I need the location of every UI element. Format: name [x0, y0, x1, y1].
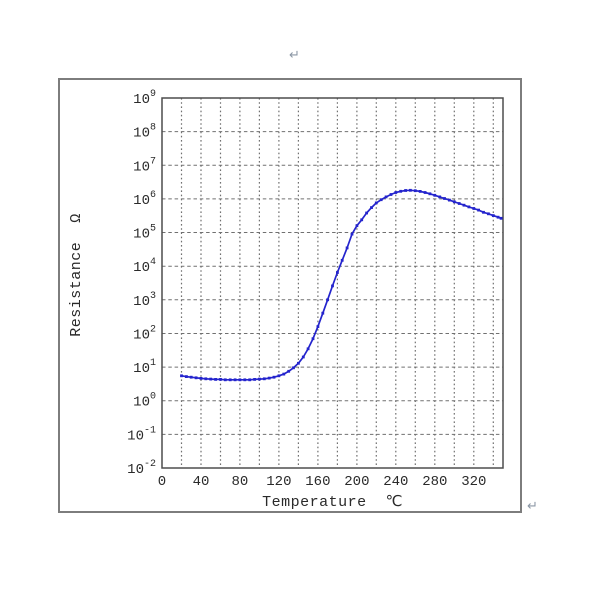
- x-tick-label: 280: [422, 474, 447, 490]
- x-tick-label: 160: [305, 474, 330, 490]
- figure-border: 109 108 107 106 105 104 103 102 101 100 10-1 10-2 0 4…: [58, 78, 522, 513]
- resistance-curve-line: [181, 189, 502, 381]
- x-tick-label: 80: [231, 474, 248, 490]
- y-tick-label: 10-2: [127, 459, 156, 478]
- y-tick-label: 101: [133, 358, 156, 377]
- y-tick-label: 106: [133, 190, 156, 209]
- paragraph-return-icon: ↵: [289, 48, 300, 63]
- x-tick-label: 120: [266, 474, 291, 490]
- x-tick-label: 200: [344, 474, 369, 490]
- y-tick-label: 105: [133, 224, 156, 243]
- x-axis-title: Temperature ℃: [262, 494, 403, 511]
- y-tick-label: 10-1: [127, 425, 156, 444]
- x-axis-tick-labels: 0 40 80 120 160 200 240 280 320: [158, 474, 487, 490]
- y-tick-label: 104: [133, 257, 156, 276]
- grid-lines: [162, 98, 503, 468]
- x-tick-label: 320: [461, 474, 486, 490]
- x-tick-label: 0: [158, 474, 166, 490]
- rt-chart: 109 108 107 106 105 104 103 102 101 100 10-1 10-20 4…: [68, 89, 504, 511]
- resistance-curve-markers: [180, 188, 503, 382]
- y-axis-title: Resistance Ω: [68, 213, 85, 337]
- paragraph-return-icon: ↵: [527, 499, 538, 514]
- y-tick-label: 100: [133, 392, 156, 411]
- y-tick-label: 103: [133, 291, 156, 310]
- plot-frame: [161, 97, 504, 469]
- x-tick-label: 40: [193, 474, 210, 490]
- x-tick-label: 240: [383, 474, 408, 490]
- y-tick-label: 102: [133, 325, 156, 344]
- y-tick-label: 109: [133, 89, 156, 108]
- y-tick-label: 108: [133, 123, 156, 142]
- y-tick-label: 107: [133, 156, 156, 175]
- y-axis-tick-labels: 109 108 107 106 105 104 103 102 101 100 10-1 10-2: [127, 89, 156, 478]
